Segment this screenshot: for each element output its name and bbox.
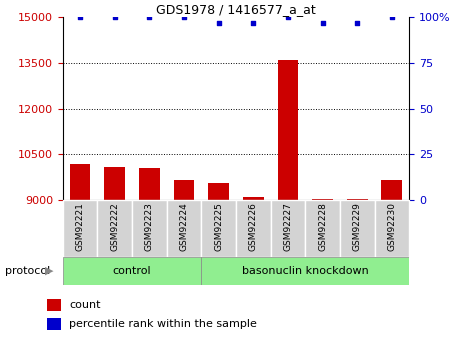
Point xyxy=(250,20,257,26)
Text: GSM92228: GSM92228 xyxy=(318,202,327,251)
Text: GSM92222: GSM92222 xyxy=(110,202,119,250)
Bar xyxy=(340,200,374,257)
Bar xyxy=(173,180,194,200)
Text: GSM92223: GSM92223 xyxy=(145,202,154,251)
Bar xyxy=(139,168,160,200)
Bar xyxy=(70,164,91,200)
Bar xyxy=(167,200,201,257)
Text: GSM92224: GSM92224 xyxy=(179,202,188,250)
Text: GSM92227: GSM92227 xyxy=(284,202,292,251)
Text: GSM92226: GSM92226 xyxy=(249,202,258,251)
Text: percentile rank within the sample: percentile rank within the sample xyxy=(69,319,257,329)
Bar xyxy=(278,60,299,200)
Bar xyxy=(236,200,271,257)
Text: ▶: ▶ xyxy=(45,266,53,276)
Text: control: control xyxy=(113,266,152,276)
Bar xyxy=(63,257,201,285)
Bar xyxy=(201,200,236,257)
Text: GSM92221: GSM92221 xyxy=(76,202,85,251)
Bar xyxy=(63,200,98,257)
Bar xyxy=(132,200,166,257)
Bar xyxy=(305,200,340,257)
Point xyxy=(111,14,119,20)
Point xyxy=(180,14,188,20)
Bar xyxy=(381,180,402,200)
Bar xyxy=(208,183,229,200)
Bar xyxy=(98,200,132,257)
Point xyxy=(284,14,292,20)
Text: GSM92225: GSM92225 xyxy=(214,202,223,251)
Text: protocol: protocol xyxy=(5,266,50,276)
Bar xyxy=(347,199,368,200)
Bar xyxy=(312,199,333,200)
Bar xyxy=(201,257,409,285)
Point xyxy=(353,20,361,26)
Point xyxy=(215,20,222,26)
Title: GDS1978 / 1416577_a_at: GDS1978 / 1416577_a_at xyxy=(156,3,316,16)
Point xyxy=(319,20,326,26)
Bar xyxy=(375,200,409,257)
Text: count: count xyxy=(69,300,100,310)
Point xyxy=(146,14,153,20)
Bar xyxy=(47,318,61,330)
Text: GSM92229: GSM92229 xyxy=(353,202,362,251)
Point xyxy=(76,14,84,20)
Bar xyxy=(47,299,61,310)
Bar xyxy=(104,167,125,200)
Text: GSM92230: GSM92230 xyxy=(387,202,396,251)
Text: basonuclin knockdown: basonuclin knockdown xyxy=(242,266,369,276)
Bar xyxy=(271,200,305,257)
Bar xyxy=(243,197,264,200)
Point xyxy=(388,14,396,20)
